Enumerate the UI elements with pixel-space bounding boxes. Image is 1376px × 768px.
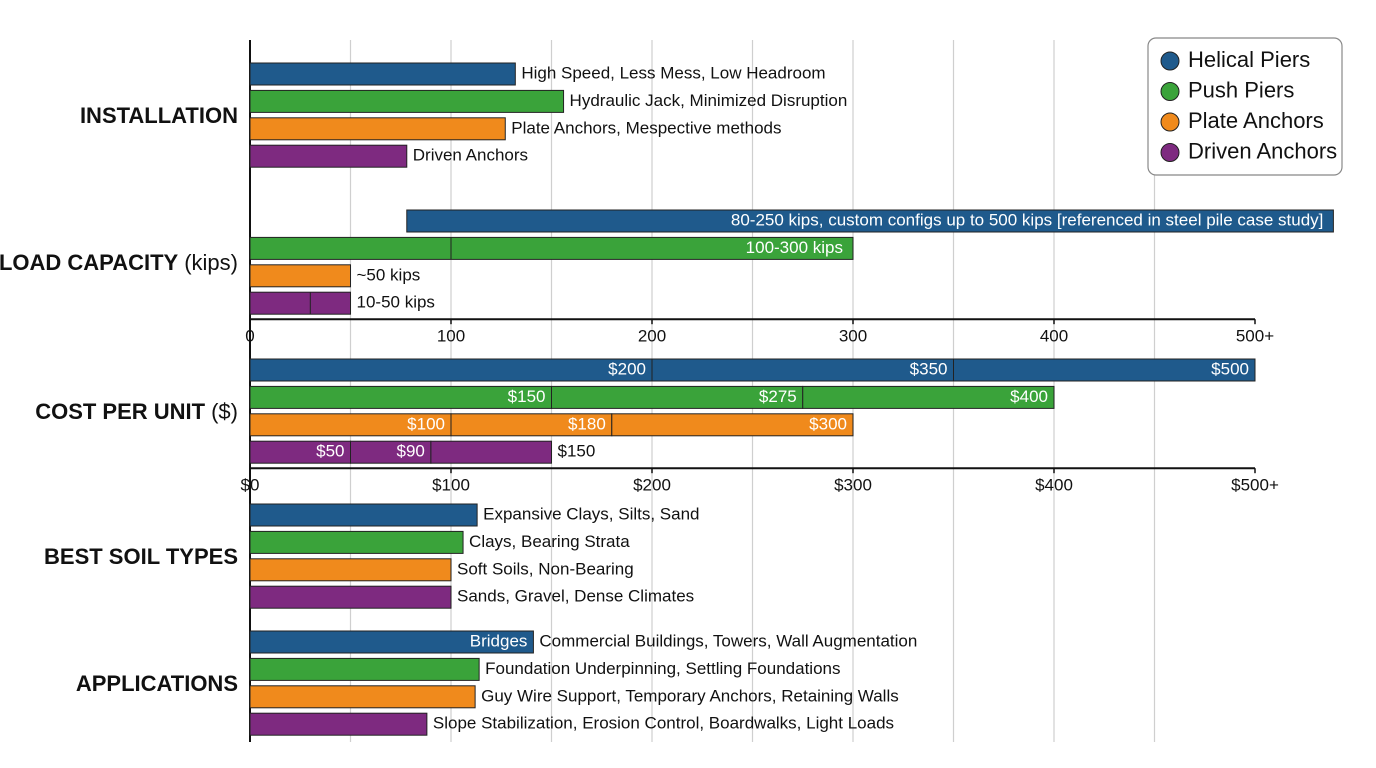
bar-label: ~50 kips [357, 265, 421, 284]
value-label: $275 [759, 387, 797, 406]
x-tick-label: 300 [839, 327, 867, 346]
bar-label: High Speed, Less Mess, Low Headroom [521, 63, 825, 82]
section-title: LOAD CAPACITY (kips) [0, 250, 238, 275]
value-label: $90 [397, 442, 425, 461]
bar-label: Clays, Bearing Strata [469, 532, 630, 551]
bar-label: 10-50 kips [357, 293, 435, 312]
x-tick-label: 500+ [1236, 327, 1274, 346]
legend-box [1147, 37, 1343, 176]
legend-label: Push Piers [1188, 77, 1294, 102]
bar [249, 503, 478, 527]
bar-label: Plate Anchors, Mespective methods [511, 118, 781, 137]
bar [249, 144, 408, 168]
bar-label: Expansive Clays, Silts, Sand [483, 504, 699, 523]
section-title-text: APPLICATIONS [76, 671, 238, 696]
bar-label: Foundation Underpinning, Settling Founda… [485, 659, 840, 678]
section-title: BEST SOIL TYPES [44, 544, 238, 569]
bar-segment [611, 413, 854, 437]
bar [249, 89, 565, 113]
bar [249, 585, 452, 609]
x-tick-label: $500+ [1231, 476, 1279, 495]
bar [249, 657, 480, 681]
value-label: $180 [568, 414, 606, 433]
section-title-text: BEST SOIL TYPES [44, 544, 238, 569]
bar [249, 685, 476, 709]
value-label: $100 [407, 414, 445, 433]
bar [249, 558, 452, 582]
x-tick-label: 100 [437, 327, 465, 346]
bar-inner-label: Bridges [470, 631, 528, 650]
range-bar [249, 291, 351, 315]
bar-segment [430, 440, 552, 464]
bar-label: Commercial Buildings, Towers, Wall Augme… [539, 631, 917, 650]
section-title: COST PER UNIT ($) [35, 399, 238, 424]
x-tick-label: $0 [241, 476, 260, 495]
x-tick-label: $100 [432, 476, 470, 495]
bar-segment [249, 385, 552, 409]
legend-label: Plate Anchors [1188, 108, 1324, 133]
x-tick-label: 0 [245, 327, 254, 346]
value-label: $400 [1010, 387, 1048, 406]
section-title: APPLICATIONS [76, 671, 238, 696]
bar-label: Guy Wire Support, Temporary Anchors, Ret… [481, 686, 899, 705]
legend-label: Driven Anchors [1188, 138, 1337, 163]
section-title-text: LOAD CAPACITY [0, 250, 179, 275]
range-bar [249, 236, 854, 260]
x-tick-label: $400 [1035, 476, 1073, 495]
range-bar [406, 209, 1334, 233]
section-title-text: COST PER UNIT [35, 399, 205, 424]
value-label: $50 [316, 442, 344, 461]
bar [249, 62, 516, 86]
bar-label: Slope Stabilization, Erosion Control, Bo… [433, 714, 894, 733]
bar [249, 530, 464, 554]
value-label: $150 [508, 387, 546, 406]
x-tick-label: 400 [1040, 327, 1068, 346]
bar-label: Driven Anchors [413, 146, 528, 165]
bar [249, 117, 506, 141]
value-label: $300 [809, 414, 847, 433]
legend-label: Helical Piers [1188, 47, 1310, 72]
bar-label: Sands, Gravel, Dense Climates [457, 587, 694, 606]
x-tick-label: 200 [638, 327, 666, 346]
legend-marker [1160, 112, 1180, 132]
bar-segment [651, 358, 954, 382]
value-label: $500 [1211, 359, 1249, 378]
bar-label: Soft Soils, Non-Bearing [457, 559, 634, 578]
value-label: $200 [608, 359, 646, 378]
bar-label: 100-300 kips [746, 238, 843, 257]
section-title-text: INSTALLATION [80, 103, 238, 128]
value-label: $150 [558, 442, 596, 461]
bar-label: 80-250 kips, custom configs up to 500 ki… [731, 210, 1324, 229]
section-unit: (kips) [184, 250, 238, 275]
section-unit: ($) [211, 399, 238, 424]
legend-marker [1160, 82, 1180, 101]
bar-segment [802, 385, 1055, 409]
bar-segment [953, 358, 1256, 382]
range-bar [249, 264, 351, 288]
bar [249, 630, 534, 654]
section-title: INSTALLATION [80, 103, 238, 128]
legend-marker [1160, 143, 1180, 162]
bar-segment [249, 358, 653, 382]
value-label: $350 [910, 359, 948, 378]
bar [249, 712, 428, 736]
legend-marker [1160, 51, 1180, 71]
x-tick-label: $300 [834, 476, 872, 495]
bar-label: Hydraulic Jack, Minimized Disruption [570, 91, 848, 110]
x-tick-label: $200 [633, 476, 671, 495]
